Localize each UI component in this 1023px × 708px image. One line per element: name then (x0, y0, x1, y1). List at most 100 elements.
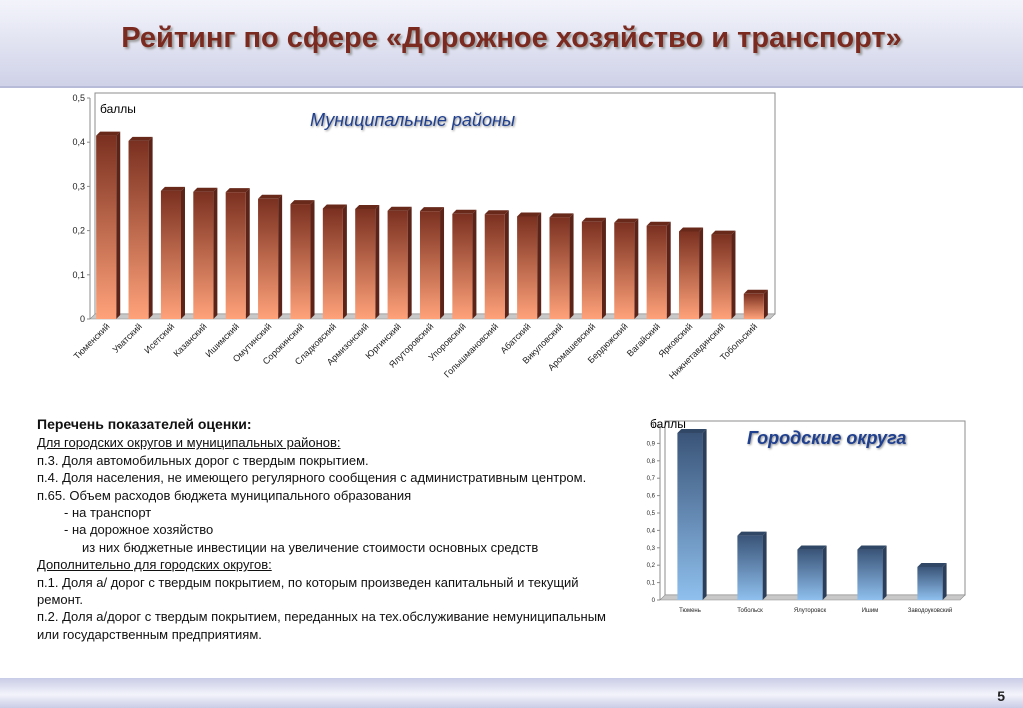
bar-front (549, 217, 570, 319)
y-tick-label: 1 (652, 424, 656, 430)
criteria-line: п.2. Доля а/дорог с твердым покрытием, п… (37, 609, 606, 625)
criteria-line: - на дорожное хозяйство (64, 522, 214, 538)
criteria-line: Для городских округов и муниципальных ра… (37, 435, 341, 451)
bar-top (737, 531, 767, 536)
y-tick-label: 0,7 (647, 476, 656, 482)
y-tick-label: 0,5 (647, 511, 656, 517)
bar-front (743, 293, 764, 319)
bar-front (160, 190, 181, 319)
bar-top (857, 545, 887, 550)
x-tick-label: Абатский (498, 321, 532, 355)
bar (322, 204, 347, 319)
bar-front (452, 213, 473, 319)
bar-side (148, 136, 153, 319)
bar-top (225, 188, 250, 193)
bar-front (484, 214, 505, 319)
criteria-line: Дополнительно для городских округов: (37, 557, 272, 573)
bar-front (737, 535, 763, 600)
bar-top (452, 209, 477, 214)
bar-side (763, 289, 768, 319)
bar-front (419, 211, 441, 319)
bar-top (290, 200, 315, 205)
bar-top (581, 217, 606, 222)
bar (225, 188, 250, 319)
y-tick-label: 0 (652, 598, 656, 604)
bar-side (180, 186, 185, 319)
bar (517, 212, 542, 319)
chart1-title: Муниципальные районы (310, 110, 516, 130)
bar-top (646, 221, 671, 226)
bar (679, 227, 704, 319)
y-tick-label: 0,3 (647, 546, 656, 552)
slide-title: Рейтинг по сфере «Дорожное хозяйство и т… (121, 22, 902, 54)
bar-side (762, 531, 767, 600)
bar (743, 289, 768, 319)
chart2-title: Городские округа (747, 428, 907, 448)
criteria-lines: Для городских округов и муниципальных ра… (37, 434, 627, 643)
bar-side (731, 230, 736, 319)
chart1-unit-label: баллы (100, 102, 136, 116)
bar-top (517, 212, 542, 217)
bar (258, 194, 283, 319)
bar-top (160, 186, 185, 191)
bar-front (614, 222, 635, 319)
bar (160, 186, 185, 319)
bar-front (290, 204, 311, 319)
bar-side (407, 206, 412, 319)
bar (419, 207, 445, 319)
bar-front (646, 225, 667, 319)
bar-front (322, 208, 343, 319)
y-tick-label: 0,1 (72, 270, 85, 280)
bar-front (225, 192, 246, 319)
x-tick-label: Нижнетавдинский (667, 321, 727, 381)
bar-top (193, 187, 218, 192)
bar-top (96, 131, 121, 136)
bar (355, 204, 380, 319)
criteria-line: или государственным предприятиям. (37, 626, 262, 642)
bar-side (942, 562, 947, 600)
criteria-line: п.3. Доля автомобильных дорог с твердым … (37, 452, 369, 468)
bar-front (258, 198, 279, 319)
bar (128, 136, 153, 319)
bar-top (614, 218, 639, 223)
bar-top (677, 428, 707, 433)
y-tick-label: 0,2 (647, 563, 656, 569)
bar-side (342, 204, 347, 319)
x-tick-label: Тюменский (72, 321, 112, 361)
y-tick-label: 0 (80, 314, 85, 324)
x-tick-label: Ишим (862, 608, 879, 614)
chart-municipal-districts: 0 0,1 0,2 0,3 0,4 0,5 ТюменскийУватскийИсетски… (72, 92, 776, 381)
bar-side (213, 187, 218, 319)
y-tick-label: 0,3 (72, 181, 85, 191)
criteria-block: Перечень показателей оценки: Для городск… (37, 416, 627, 643)
chart-city-districts: 0 0,1 0,2 0,3 0,4 0,5 0,6 0,7 0,8 0,9 1 Тюмень Тобол… (647, 420, 966, 614)
x-tick-label: Уватский (111, 321, 144, 354)
bar (737, 531, 767, 600)
bar-front (917, 566, 943, 600)
bar-front (711, 234, 732, 319)
criteria-line: ремонт. (37, 592, 83, 608)
bar-side (601, 217, 606, 319)
bar-side (245, 188, 250, 319)
bar-side (504, 210, 509, 319)
bar-side (278, 194, 283, 319)
bar (549, 213, 574, 319)
chart2-unit-label: баллы (650, 417, 686, 431)
bar-side (882, 545, 887, 600)
bar-top (549, 213, 574, 218)
bar-front (517, 216, 538, 319)
bar-side (699, 227, 704, 319)
criteria-line: из них бюджетные инвестиции на увеличени… (82, 539, 539, 555)
x-tick-label: Ялуторовск (794, 608, 827, 614)
bar (290, 200, 315, 319)
criteria-line: п.65. Объем расходов бюджета муниципальн… (37, 487, 412, 503)
title-bar (0, 0, 1023, 88)
criteria-line: - на транспорт (64, 505, 152, 521)
x-tick-label: Тюмень (679, 608, 701, 614)
y-tick-label: 0,4 (647, 528, 656, 534)
bar (96, 131, 121, 319)
bar-top (484, 210, 509, 215)
y-tick-label: 0,1 (647, 581, 656, 587)
bar-front (797, 549, 823, 600)
bar (614, 218, 639, 319)
